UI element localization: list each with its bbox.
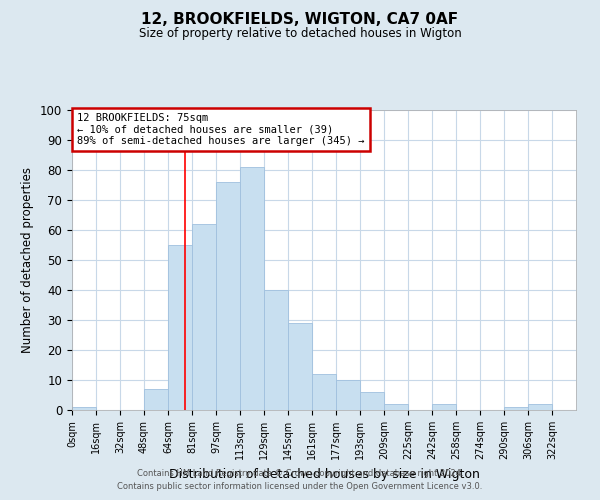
Bar (288, 323, 312, 410)
Bar (504, 407, 528, 410)
Bar (192, 224, 216, 410)
Bar (216, 182, 240, 410)
Bar (528, 404, 552, 410)
Text: 12, BROOKFIELDS, WIGTON, CA7 0AF: 12, BROOKFIELDS, WIGTON, CA7 0AF (142, 12, 458, 28)
Bar (144, 389, 168, 410)
Bar (264, 290, 288, 410)
Text: Contains public sector information licensed under the Open Government Licence v3: Contains public sector information licen… (118, 482, 482, 491)
X-axis label: Distribution of detached houses by size in Wigton: Distribution of detached houses by size … (169, 468, 479, 480)
Bar (432, 404, 456, 410)
Bar (312, 374, 336, 410)
Y-axis label: Number of detached properties: Number of detached properties (22, 167, 34, 353)
Bar (168, 245, 192, 410)
Bar (240, 167, 264, 410)
Bar (360, 392, 384, 410)
Text: 12 BROOKFIELDS: 75sqm
← 10% of detached houses are smaller (39)
89% of semi-deta: 12 BROOKFIELDS: 75sqm ← 10% of detached … (77, 113, 365, 146)
Text: Size of property relative to detached houses in Wigton: Size of property relative to detached ho… (139, 28, 461, 40)
Bar (384, 404, 408, 410)
Bar (336, 380, 360, 410)
Text: Contains HM Land Registry data © Crown copyright and database right 2024.: Contains HM Land Registry data © Crown c… (137, 468, 463, 477)
Bar (72, 407, 96, 410)
